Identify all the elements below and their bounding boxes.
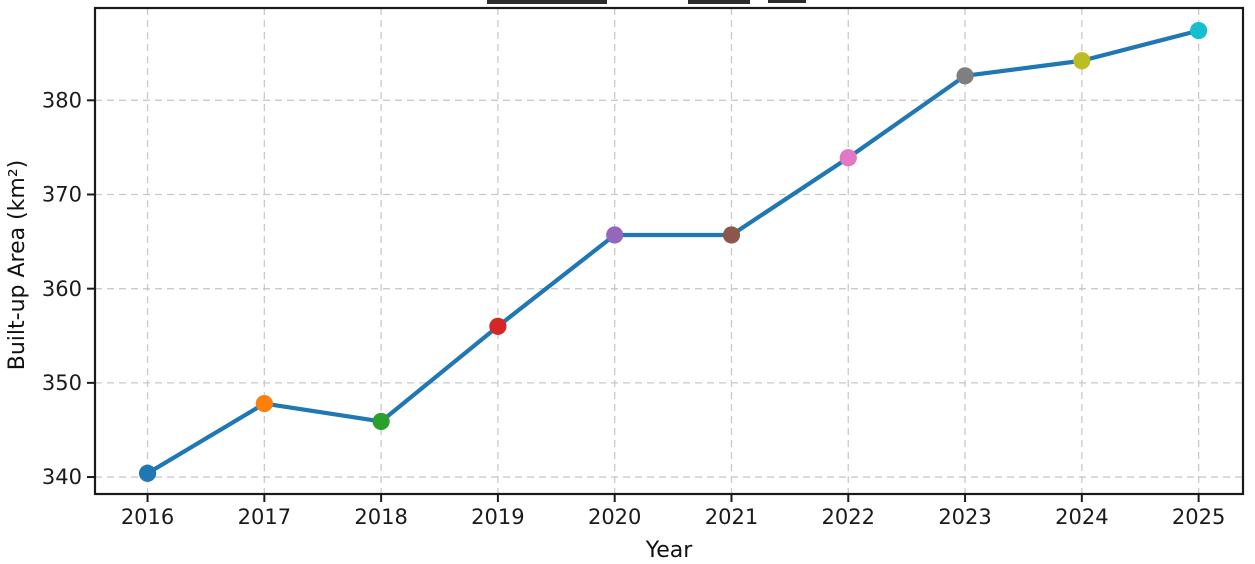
- data-point-2018: [372, 412, 390, 431]
- data-point-2023: [956, 67, 974, 85]
- x-tick-label: 2024: [1055, 505, 1108, 529]
- data-point-2024: [1073, 52, 1091, 70]
- data-point-2017: [255, 394, 273, 413]
- x-tick-label: 2019: [471, 505, 524, 529]
- data-point-2020: [606, 226, 624, 244]
- y-axis-label: Built-up Area (km²): [5, 160, 30, 371]
- data-point-2025: [1190, 22, 1208, 40]
- data-point-2019: [489, 317, 507, 335]
- tick-labels: 2016 2017 2018 2019 2020 2021 2022 2023 2024 2025…: [42, 88, 1225, 529]
- x-tick-label: 2017: [238, 505, 291, 529]
- title-fragment: [487, 0, 607, 4]
- x-tick-label: 2020: [588, 505, 641, 529]
- plot-border: [93, 6, 1245, 496]
- x-axis-label: Year: [645, 538, 694, 563]
- data-series: [138, 22, 1208, 482]
- clipped-title-fragments: [487, 0, 806, 4]
- x-tick-label: 2025: [1172, 505, 1225, 529]
- title-fragment: [688, 0, 750, 4]
- axis-ticks: [87, 99, 1200, 502]
- data-point-2016: [138, 464, 157, 482]
- gridlines: [95, 8, 1243, 494]
- trend-line: [145, 28, 1201, 476]
- x-tick-label: 2018: [354, 505, 407, 529]
- x-tick-label: 2023: [938, 505, 991, 529]
- y-tick-label: 370: [42, 183, 82, 207]
- x-tick-label: 2021: [705, 505, 758, 529]
- y-tick-label: 360: [42, 277, 82, 301]
- y-tick-label: 340: [42, 465, 82, 489]
- y-tick-label: 350: [42, 371, 82, 395]
- data-point-2022: [839, 149, 857, 167]
- title-fragment: [768, 0, 806, 3]
- y-tick-label: 380: [42, 88, 82, 112]
- plot-frame: [93, 6, 1245, 496]
- data-point-2021: [722, 226, 741, 244]
- x-tick-label: 2022: [822, 505, 875, 529]
- x-tick-label: 2016: [121, 505, 174, 529]
